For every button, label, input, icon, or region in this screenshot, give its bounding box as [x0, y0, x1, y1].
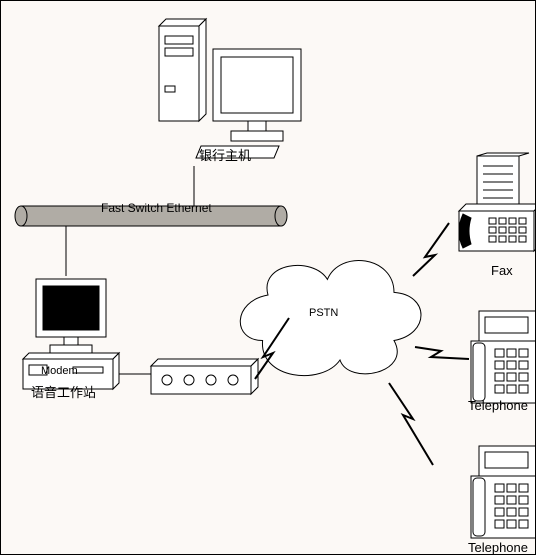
- label-ethernet: Fast Switch Ethernet: [101, 201, 212, 215]
- label-bank-host: 银行主机: [199, 145, 251, 164]
- lightning-link-3: [415, 347, 469, 359]
- diagram-svg: [1, 1, 536, 555]
- label-pstn: PSTN: [309, 307, 338, 319]
- fax-icon: [459, 153, 536, 251]
- bank-host-icon: [159, 19, 301, 158]
- label-telephone-1: Telephone: [468, 398, 528, 413]
- label-telephone-2: Telephone: [468, 540, 528, 555]
- label-voice-station: 语音工作站: [31, 382, 96, 401]
- diagram-canvas: 银行主机 Fast Switch Ethernet Modem 语音工作站 PS…: [0, 0, 536, 555]
- lightning-link-4: [389, 383, 433, 465]
- telephone-1-icon: [471, 311, 536, 403]
- telephone-2-icon: [471, 446, 536, 538]
- label-fax: Fax: [491, 263, 513, 278]
- lightning-link-2: [413, 223, 449, 276]
- label-modem: Modem: [41, 365, 78, 377]
- hub-icon: [151, 359, 258, 394]
